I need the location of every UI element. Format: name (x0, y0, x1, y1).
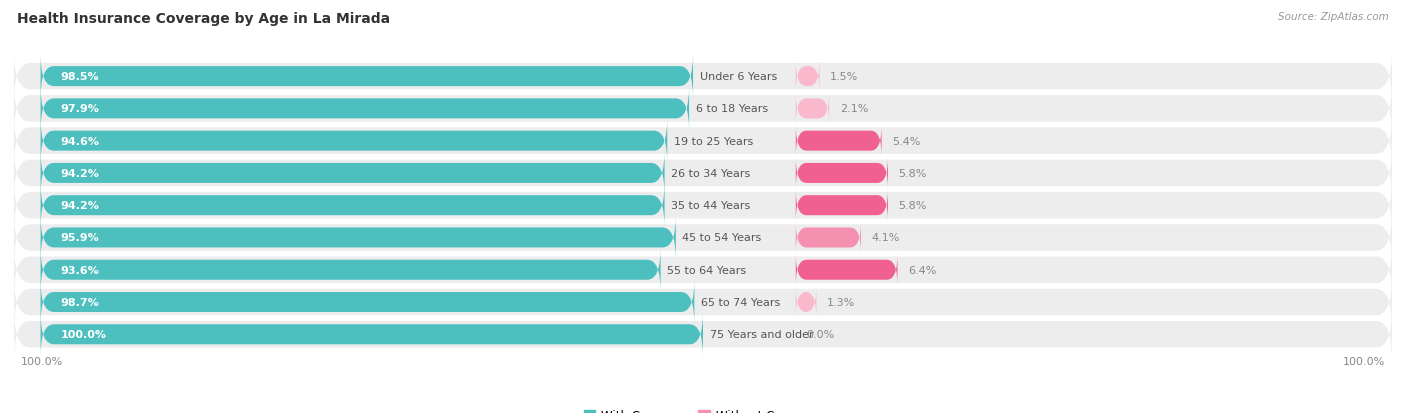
Text: 97.9%: 97.9% (60, 104, 100, 114)
Text: Source: ZipAtlas.com: Source: ZipAtlas.com (1278, 12, 1389, 22)
FancyBboxPatch shape (41, 183, 665, 228)
FancyBboxPatch shape (41, 248, 661, 292)
Text: 5.4%: 5.4% (893, 136, 921, 146)
Text: 98.7%: 98.7% (60, 297, 100, 307)
Text: 94.2%: 94.2% (60, 201, 100, 211)
FancyBboxPatch shape (796, 287, 817, 318)
Text: 19 to 25 Years: 19 to 25 Years (673, 136, 754, 146)
FancyBboxPatch shape (14, 148, 1392, 199)
FancyBboxPatch shape (41, 55, 693, 99)
FancyBboxPatch shape (41, 151, 665, 196)
Text: 95.9%: 95.9% (60, 233, 100, 243)
FancyBboxPatch shape (796, 222, 860, 254)
Text: 100.0%: 100.0% (1343, 356, 1385, 366)
Text: 93.6%: 93.6% (60, 265, 100, 275)
FancyBboxPatch shape (14, 244, 1392, 296)
Text: 35 to 44 Years: 35 to 44 Years (671, 201, 751, 211)
Text: 1.5%: 1.5% (830, 72, 859, 82)
FancyBboxPatch shape (41, 280, 695, 325)
FancyBboxPatch shape (14, 52, 1392, 102)
Legend: With Coverage, Without Coverage: With Coverage, Without Coverage (579, 404, 827, 413)
FancyBboxPatch shape (41, 216, 676, 260)
Text: 65 to 74 Years: 65 to 74 Years (702, 297, 780, 307)
Text: Health Insurance Coverage by Age in La Mirada: Health Insurance Coverage by Age in La M… (17, 12, 389, 26)
Text: 5.8%: 5.8% (898, 169, 927, 178)
FancyBboxPatch shape (796, 190, 889, 221)
FancyBboxPatch shape (41, 312, 703, 357)
Text: 100.0%: 100.0% (21, 356, 63, 366)
Text: 2.1%: 2.1% (839, 104, 868, 114)
Text: 6 to 18 Years: 6 to 18 Years (696, 104, 768, 114)
Text: 75 Years and older: 75 Years and older (710, 330, 813, 339)
FancyBboxPatch shape (796, 254, 897, 286)
Text: 94.2%: 94.2% (60, 169, 100, 178)
FancyBboxPatch shape (14, 277, 1392, 328)
Text: 4.1%: 4.1% (872, 233, 900, 243)
FancyBboxPatch shape (14, 84, 1392, 135)
FancyBboxPatch shape (41, 119, 668, 164)
Text: 5.8%: 5.8% (898, 201, 927, 211)
Text: 94.6%: 94.6% (60, 136, 100, 146)
FancyBboxPatch shape (14, 309, 1392, 360)
FancyBboxPatch shape (14, 180, 1392, 231)
Text: 6.4%: 6.4% (908, 265, 936, 275)
Text: 0.0%: 0.0% (807, 330, 835, 339)
FancyBboxPatch shape (796, 93, 830, 125)
FancyBboxPatch shape (14, 212, 1392, 263)
Text: 98.5%: 98.5% (60, 72, 98, 82)
FancyBboxPatch shape (14, 116, 1392, 167)
FancyBboxPatch shape (796, 126, 882, 157)
Text: 1.3%: 1.3% (827, 297, 855, 307)
FancyBboxPatch shape (796, 61, 820, 93)
Text: 100.0%: 100.0% (60, 330, 107, 339)
Text: Under 6 Years: Under 6 Years (700, 72, 778, 82)
FancyBboxPatch shape (41, 87, 689, 131)
Text: 45 to 54 Years: 45 to 54 Years (682, 233, 762, 243)
FancyBboxPatch shape (796, 158, 889, 189)
Text: 55 to 64 Years: 55 to 64 Years (668, 265, 747, 275)
Text: 26 to 34 Years: 26 to 34 Years (671, 169, 751, 178)
